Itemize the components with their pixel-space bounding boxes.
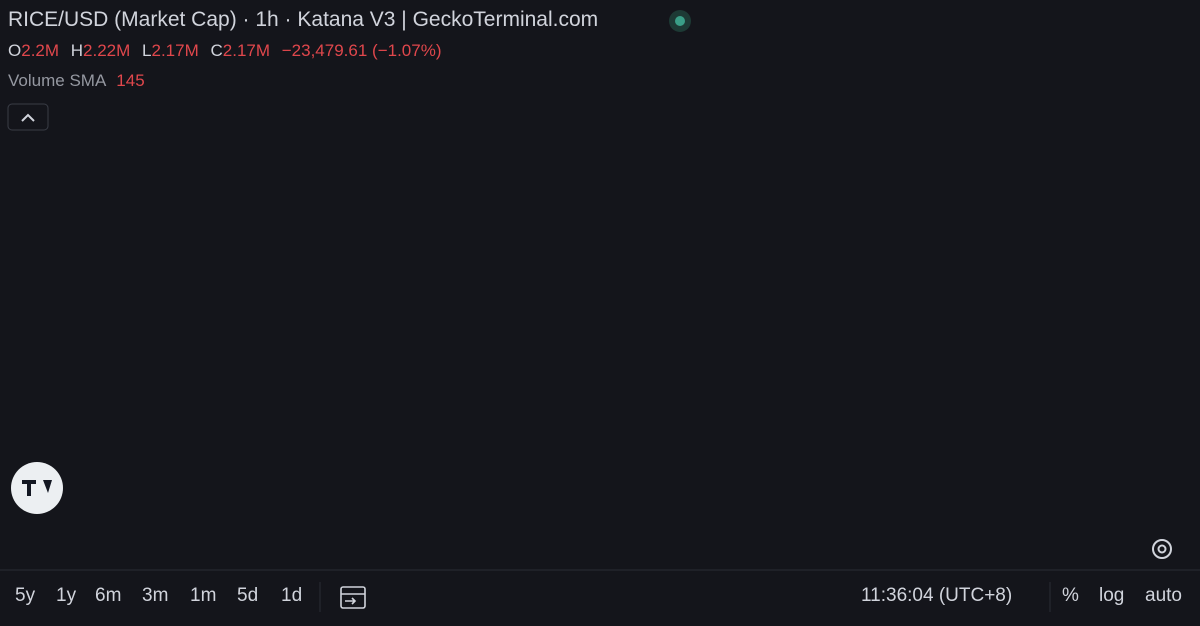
clock: 11:36:04 (UTC+8) [861,585,1013,606]
range-button[interactable]: 3m [142,585,169,606]
volume-title: Volume [8,71,65,90]
gear-ring [1152,539,1172,559]
date-range-icon[interactable] [340,586,366,609]
calendar [340,586,366,609]
range-button[interactable]: 1d [281,585,303,606]
legend-value: 2.22M [83,41,131,60]
legend-value: 2.17M [151,41,199,60]
volume-legend: Volume SMA 145 [8,71,145,91]
status-dot [675,16,685,26]
legend-change: −23,479.61 (−1.07%) [281,41,442,60]
chevron-icon [21,113,35,122]
auto-toggle[interactable]: auto [1145,585,1182,606]
gear-hub [1157,544,1167,554]
settings-icon[interactable] [1152,539,1172,559]
legend-key: H [70,41,84,60]
volume-indicator: SMA [69,71,107,90]
chart-title: RICE/USD (Market Cap) · 1h · Katana V3 |… [8,8,599,31]
legend-key: L [142,41,152,60]
range-button[interactable]: 5y [15,585,36,606]
log-toggle[interactable]: log [1099,585,1125,606]
legend-value: 2.17M [222,41,271,60]
percent-toggle[interactable]: % [1062,585,1079,606]
tv-logo[interactable] [11,462,63,514]
collapse-button[interactable] [7,103,49,131]
arrow [345,597,357,605]
range-button[interactable]: 1m [190,585,217,606]
ohlc-legend: O2.2M H2.22M L2.17M C2.17M −23,479.61 (−… [8,41,448,61]
volume-sma: 145 [116,71,145,90]
range-button[interactable]: 6m [95,585,122,606]
legend-value: 2.2M [21,41,60,60]
legend-key: C [210,41,223,60]
range-button[interactable]: 5d [237,585,259,606]
range-button[interactable]: 1y [56,585,77,606]
legend-key: O [8,41,22,60]
tv-logo-mark [22,480,52,496]
